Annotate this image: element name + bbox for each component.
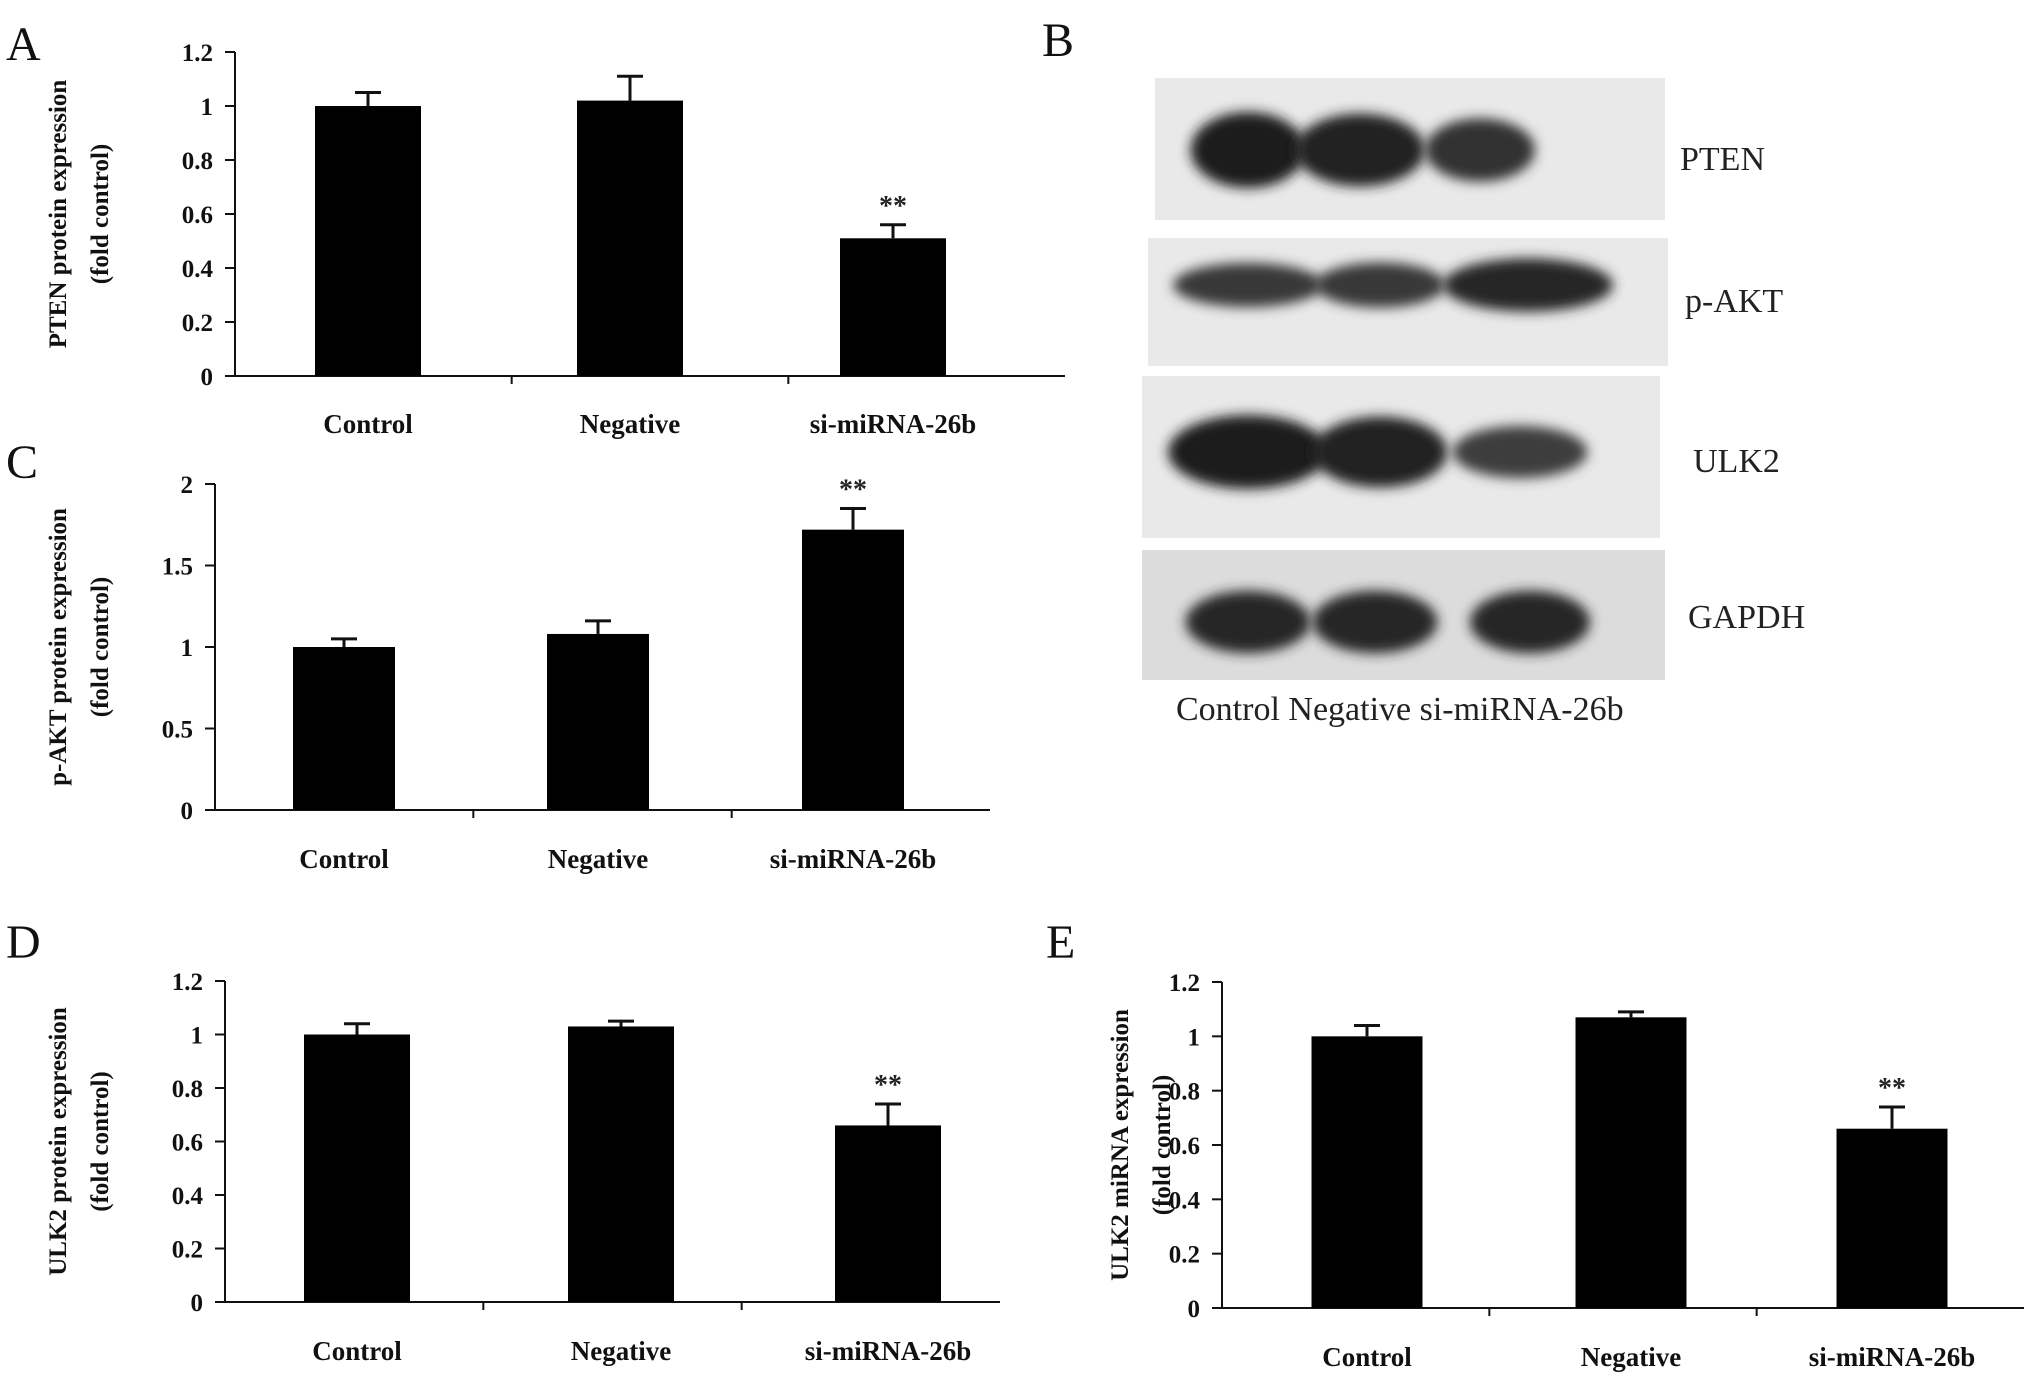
y-tick-label: 0.8 bbox=[172, 1076, 203, 1103]
bar-control bbox=[1311, 1036, 1423, 1308]
bar-control bbox=[315, 106, 421, 376]
category-label: Negative bbox=[1581, 1342, 1681, 1372]
blot-band bbox=[1452, 425, 1588, 479]
panel-letter-a: A bbox=[6, 18, 41, 71]
category-label: Control bbox=[323, 409, 413, 439]
bar-si-mirna-26b bbox=[840, 238, 946, 376]
blot-lane-labels: Control Negative si-miRNA-26b bbox=[1176, 691, 1624, 728]
category-label: si-miRNA-26b bbox=[810, 409, 977, 439]
bar-chart-c: 0 0.5 1 1.5 2 Control Negative ** si-miRNA-26b p-… bbox=[45, 472, 990, 874]
western-blot: PTEN p-AKT ULK2 GAPDH bbox=[1142, 78, 1805, 680]
category-label: Negative bbox=[580, 409, 680, 439]
blot-band bbox=[1295, 113, 1425, 187]
y-tick-label: 1.2 bbox=[172, 969, 203, 996]
blot-band bbox=[1470, 590, 1590, 654]
category-label: si-miRNA-26b bbox=[770, 844, 937, 874]
significance-marker: ** bbox=[1878, 1073, 1906, 1104]
y-tick-label: 0.5 bbox=[162, 717, 193, 744]
bar-chart-e: 0 0.2 0.4 0.6 0.8 1 1.2 Control Negative ** si-miR… bbox=[1107, 970, 2024, 1372]
y-tick-label: 0.2 bbox=[1169, 1242, 1200, 1269]
significance-marker: ** bbox=[839, 474, 867, 505]
bar-negative bbox=[568, 1026, 674, 1302]
y-tick-label: 0.4 bbox=[182, 256, 214, 283]
panel-letter-c: C bbox=[6, 436, 38, 489]
blot-band bbox=[1425, 118, 1535, 182]
category-label: si-miRNA-26b bbox=[805, 1336, 972, 1366]
panel-letter-d: D bbox=[6, 916, 41, 969]
y-axis-title: (fold control) bbox=[1149, 1075, 1176, 1216]
y-tick-label: 1 bbox=[181, 635, 194, 662]
blot-band bbox=[1312, 590, 1438, 654]
y-tick-label: 1.2 bbox=[1169, 970, 1200, 997]
blot-band bbox=[1185, 590, 1311, 654]
bar-negative bbox=[577, 100, 683, 376]
bar-negative bbox=[1575, 1017, 1687, 1308]
category-label: Negative bbox=[548, 844, 648, 874]
category-label: Control bbox=[299, 844, 389, 874]
y-tick-label: 0 bbox=[1188, 1296, 1201, 1323]
blot-band bbox=[1168, 415, 1328, 489]
panel-letter-e: E bbox=[1046, 916, 1075, 969]
blot-band bbox=[1443, 258, 1613, 312]
blot-band-label: GAPDH bbox=[1688, 599, 1805, 636]
blot-band bbox=[1315, 262, 1445, 308]
y-axis-title: (fold control) bbox=[87, 1071, 114, 1212]
y-tick-label: 0 bbox=[181, 798, 194, 825]
y-tick-label: 0.6 bbox=[1169, 1133, 1200, 1160]
significance-marker: ** bbox=[879, 191, 907, 222]
bar-si-mirna-26b bbox=[802, 529, 904, 810]
y-axis-title: ULK2 protein expression bbox=[45, 1007, 72, 1276]
y-axis-title: PTEN protein expression bbox=[45, 80, 72, 349]
y-tick-label: 1.2 bbox=[182, 40, 213, 67]
y-tick-label: 0.4 bbox=[172, 1183, 204, 1210]
blot-band bbox=[1190, 112, 1306, 188]
bar-si-mirna-26b bbox=[835, 1125, 941, 1302]
y-axis-title: p-AKT protein expression bbox=[45, 508, 72, 786]
y-axis-title: (fold control) bbox=[87, 144, 114, 285]
y-tick-label: 1 bbox=[191, 1023, 204, 1050]
blot-band-label: ULK2 bbox=[1693, 443, 1780, 480]
blot-band bbox=[1173, 262, 1323, 308]
bar-chart-a: 0 0.2 0.4 0.6 0.8 1 1.2 Control Negative ** si-miR… bbox=[45, 40, 1065, 439]
y-tick-label: 1.5 bbox=[162, 554, 193, 581]
panel-letter-b: B bbox=[1042, 14, 1074, 67]
y-axis-title: (fold control) bbox=[87, 577, 114, 718]
y-tick-label: 0.8 bbox=[1169, 1079, 1200, 1106]
category-label: Negative bbox=[571, 1336, 671, 1366]
y-axis-title: ULK2 miRNA expression bbox=[1107, 1009, 1134, 1281]
y-tick-label: 0 bbox=[191, 1290, 204, 1317]
bar-negative bbox=[547, 633, 649, 810]
bar-si-mirna-26b bbox=[1836, 1128, 1948, 1308]
significance-marker: ** bbox=[874, 1070, 902, 1101]
y-tick-label: 0.2 bbox=[182, 310, 213, 337]
bar-control bbox=[293, 647, 395, 810]
y-tick-label: 0.6 bbox=[172, 1130, 203, 1157]
y-tick-label: 0.4 bbox=[1169, 1187, 1201, 1214]
y-tick-label: 1 bbox=[1188, 1024, 1201, 1051]
blot-band-label: p-AKT bbox=[1685, 283, 1783, 320]
y-tick-label: 0.2 bbox=[172, 1237, 203, 1264]
y-tick-label: 2 bbox=[181, 472, 194, 499]
y-tick-label: 0.8 bbox=[182, 148, 213, 175]
bar-control bbox=[304, 1034, 410, 1302]
category-label: Control bbox=[312, 1336, 402, 1366]
blot-band bbox=[1312, 416, 1448, 488]
category-label: Control bbox=[1322, 1342, 1412, 1372]
blot-band-label: PTEN bbox=[1680, 141, 1765, 178]
y-tick-label: 0 bbox=[201, 364, 214, 391]
y-tick-label: 1 bbox=[201, 94, 214, 121]
category-label: si-miRNA-26b bbox=[1809, 1342, 1976, 1372]
y-tick-label: 0.6 bbox=[182, 202, 213, 229]
bar-chart-d: 0 0.2 0.4 0.6 0.8 1 1.2 Control Negative ** si-miR… bbox=[45, 969, 1000, 1366]
